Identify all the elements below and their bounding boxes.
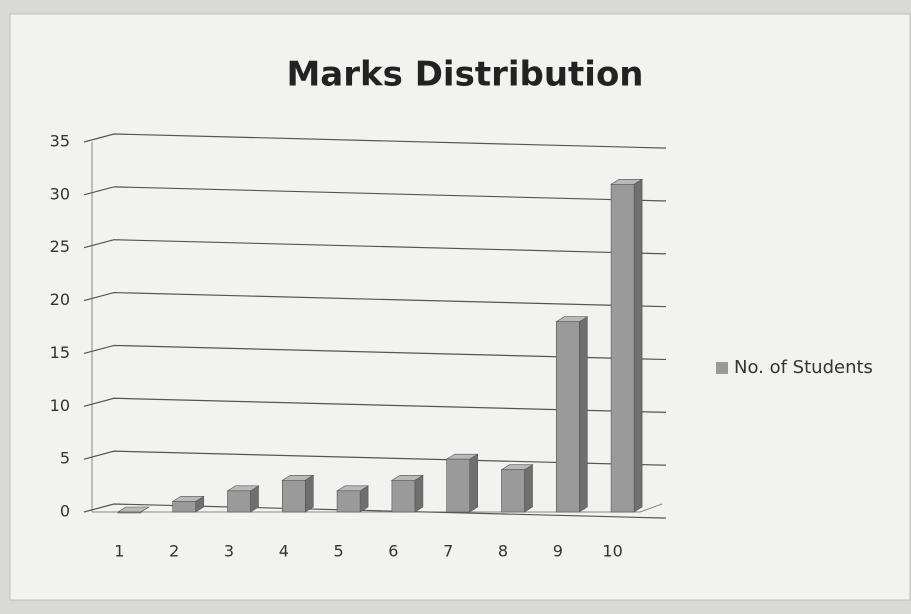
- grid-line: [83, 344, 666, 361]
- bar: [227, 490, 251, 513]
- x-tick-label: 9: [553, 542, 563, 561]
- y-tick-label: 25: [50, 237, 70, 256]
- bar: [391, 479, 416, 513]
- bar: [336, 490, 361, 513]
- bar-side: [414, 474, 424, 513]
- x-tick-label: 1: [114, 542, 124, 561]
- bar-side: [305, 474, 314, 513]
- legend-swatch: [716, 362, 728, 374]
- bar: [610, 183, 635, 513]
- bar: [281, 479, 306, 513]
- bar: [501, 469, 525, 513]
- x-tick-label: 10: [602, 542, 622, 561]
- y-tick-label: 35: [50, 132, 70, 151]
- x-tick-label: 2: [169, 542, 179, 561]
- x-tick-label: 8: [498, 542, 508, 561]
- y-tick-label: 30: [50, 184, 70, 203]
- grid-line: [83, 397, 666, 413]
- x-tick-label: 6: [388, 542, 398, 561]
- grid-line: [83, 503, 666, 519]
- bar: [446, 458, 471, 513]
- y-tick-label: 5: [60, 449, 70, 468]
- x-tick-label: 3: [224, 542, 234, 561]
- legend-label: No. of Students: [734, 357, 873, 378]
- grid-line: [83, 450, 666, 466]
- bar-side: [469, 453, 479, 513]
- y-tick-label: 0: [60, 502, 70, 521]
- grid-line: [83, 291, 666, 308]
- x-tick-label: 7: [443, 542, 453, 561]
- bar-side: [524, 464, 533, 513]
- bar: [117, 511, 142, 514]
- bar-side: [579, 316, 588, 513]
- bar-side: [633, 178, 643, 513]
- floor-edge: [639, 503, 663, 513]
- grid-line: [83, 186, 666, 202]
- x-tick-label: 4: [279, 542, 289, 561]
- bar: [555, 321, 580, 513]
- grid-line: [83, 239, 666, 255]
- y-tick-label: 15: [50, 343, 70, 362]
- grid-line: [83, 133, 666, 149]
- y-tick-label: 10: [50, 396, 70, 415]
- y-tick-label: 20: [50, 290, 70, 309]
- x-tick-label: 5: [334, 542, 344, 561]
- bar: [172, 501, 197, 513]
- chart-title: Marks Distribution: [286, 55, 643, 95]
